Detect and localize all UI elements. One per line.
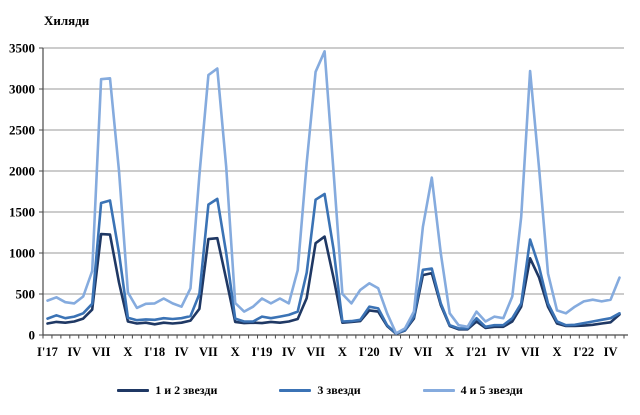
x-tick-label: I'17 (37, 345, 58, 359)
x-tick-label: IV (282, 345, 296, 359)
plot-area: 0 500 1000 1500 2000 2500 3000 3500 I'17 IV VII X I'… (9, 41, 628, 359)
x-tick-label: X (123, 345, 132, 359)
x-tick-label: VII (414, 345, 433, 359)
x-tick-label: X (231, 345, 240, 359)
y-tick-label: 1000 (9, 246, 35, 261)
legend-item-4-5-stars: 4 и 5 звезди (422, 383, 523, 398)
legend: 1 и 2 звезди 3 звезди 4 и 5 звезди (0, 383, 640, 398)
x-tick-label: IV (604, 345, 618, 359)
x-tick-label: VII (199, 345, 218, 359)
x-tick-label: X (445, 345, 454, 359)
y-tick-label: 500 (16, 287, 36, 302)
y-tick-label: 3500 (9, 41, 35, 56)
x-tick-label: I'21 (466, 345, 487, 359)
y-tick-label: 3000 (9, 82, 35, 97)
series-line-1 (46, 192, 621, 335)
legend-label-3-stars: 3 звезди (317, 383, 361, 397)
legend-swatch-1-2-stars (117, 389, 150, 392)
legend-label-1-2-stars: 1 и 2 звезди (155, 383, 218, 397)
y-tick-label: 0 (29, 328, 36, 343)
legend-swatch-3-stars (279, 389, 312, 392)
x-tick-label: VII (92, 345, 111, 359)
y-tick-label: 1500 (9, 205, 35, 220)
x-tick-label: IV (175, 345, 189, 359)
x-tick-label: IV (67, 345, 81, 359)
x-tick-label: VII (306, 345, 325, 359)
legend-label-4-5-stars: 4 и 5 звезди (460, 383, 523, 397)
x-tick-label: I'19 (252, 345, 273, 359)
x-tick-label: I'18 (144, 345, 165, 359)
legend-item-3-stars: 3 звезди (279, 383, 361, 398)
x-tick-label: I'22 (573, 345, 594, 359)
x-tick-label: IV (389, 345, 403, 359)
x-tick-label: IV (496, 345, 510, 359)
y-axis-unit-label: Хиляди (44, 13, 90, 28)
x-tick-label: I'20 (359, 345, 380, 359)
series-line-2 (46, 49, 621, 335)
y-tick-label: 2500 (9, 123, 35, 138)
y-tick-label: 2000 (9, 164, 35, 179)
legend-item-1-2-stars: 1 и 2 звезди (117, 383, 217, 398)
x-tick-label: X (552, 345, 561, 359)
legend-swatch-4-5-stars (422, 389, 455, 392)
x-tick-label: X (338, 345, 347, 359)
x-tick-label: VII (521, 345, 540, 359)
